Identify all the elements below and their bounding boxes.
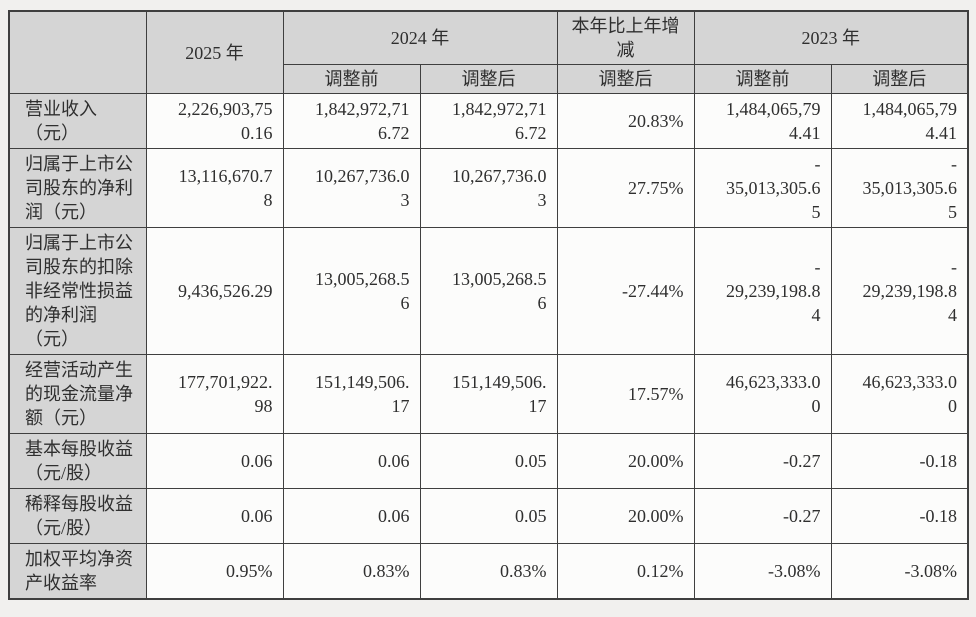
value-change: 20.83% [556, 93, 695, 149]
value-change: 0.12% [556, 543, 695, 600]
value-2024-after: 13,005,268.5 6 [419, 227, 558, 355]
subheader-2023-after: 调整后 [830, 64, 969, 94]
value-2023-before: 1,484,065,79 4.41 [693, 93, 832, 149]
value-2025: 2,226,903,75 0.16 [145, 93, 284, 149]
table-body: 营业收入 （元） 2,226,903,75 0.16 1,842,972,71 6.… [8, 93, 969, 600]
value-2024-after: 0.83% [419, 543, 558, 600]
table-row: 稀释每股收益 （元/股） 0.06 0.06 0.05 20.00% -0.27 -0.18 [8, 488, 969, 544]
row-label: 归属于上市公 司股东的扣除 非经常性损益 的净利润 （元） [8, 227, 147, 355]
value-change: 20.00% [556, 488, 695, 544]
row-label: 经营活动产生 的现金流量净 额（元） [8, 354, 147, 434]
value-2023-after: - 29,239,198.8 4 [830, 227, 969, 355]
header-2025: 2025 年 [145, 10, 284, 94]
value-2024-before: 13,005,268.5 6 [282, 227, 421, 355]
row-label: 归属于上市公 司股东的净利 润（元） [8, 148, 147, 228]
corner-cell [8, 10, 147, 94]
subheader-2024-before: 调整前 [282, 64, 421, 94]
value-2024-before: 0.83% [282, 543, 421, 600]
value-2024-before: 1,842,972,71 6.72 [282, 93, 421, 149]
subheader-change-after: 调整后 [556, 64, 695, 94]
header-row-top: 2025 年 2024 年 本年比上年增 减 2023 年 [8, 10, 969, 94]
value-2023-before: -0.27 [693, 488, 832, 544]
row-label: 加权平均净资 产收益率 [8, 543, 147, 600]
value-2023-before: 46,623,333.0 0 [693, 354, 832, 434]
value-2023-after: -0.18 [830, 488, 969, 544]
subheader-2024-after: 调整后 [419, 64, 558, 94]
value-2024-after: 0.05 [419, 433, 558, 489]
table-row: 归属于上市公 司股东的净利 润（元） 13,116,670.7 8 10,267,7… [8, 148, 969, 228]
table-row: 基本每股收益 （元/股） 0.06 0.06 0.05 20.00% -0.27 -0.18 [8, 433, 969, 489]
value-change: 27.75% [556, 148, 695, 228]
value-2023-before: -0.27 [693, 433, 832, 489]
value-2024-before: 0.06 [282, 488, 421, 544]
value-2025: 0.06 [145, 488, 284, 544]
value-change: -27.44% [556, 227, 695, 355]
value-2024-after: 0.05 [419, 488, 558, 544]
value-2025: 177,701,922. 98 [145, 354, 284, 434]
value-2024-before: 0.06 [282, 433, 421, 489]
value-2025: 0.95% [145, 543, 284, 600]
value-2024-before: 10,267,736.0 3 [282, 148, 421, 228]
table-row: 经营活动产生 的现金流量净 额（元） 177,701,922. 98 151,149… [8, 354, 969, 434]
subheader-2023-before: 调整前 [693, 64, 832, 94]
table-row: 归属于上市公 司股东的扣除 非经常性损益 的净利润 （元） 9,436,526.2… [8, 227, 969, 355]
value-2023-after: - 35,013,305.6 5 [830, 148, 969, 228]
value-2025: 9,436,526.29 [145, 227, 284, 355]
value-2024-after: 151,149,506. 17 [419, 354, 558, 434]
row-label: 基本每股收益 （元/股） [8, 433, 147, 489]
header-row-sub: 调整前 调整后 调整后 调整前 调整后 [9, 64, 969, 94]
value-2023-before: - 35,013,305.6 5 [693, 148, 832, 228]
row-label: 稀释每股收益 （元/股） [8, 488, 147, 544]
value-2023-after: 46,623,333.0 0 [830, 354, 969, 434]
value-2024-after: 1,842,972,71 6.72 [419, 93, 558, 149]
value-2024-before: 151,149,506. 17 [282, 354, 421, 434]
financial-summary-table: 2025 年 2024 年 本年比上年增 减 2023 年 调整前 调整后 调整… [8, 10, 969, 600]
value-2023-after: 1,484,065,79 4.41 [830, 93, 969, 149]
value-2023-before: -3.08% [693, 543, 832, 600]
row-label: 营业收入 （元） [8, 93, 147, 149]
value-2023-after: -0.18 [830, 433, 969, 489]
value-2023-before: - 29,239,198.8 4 [693, 227, 832, 355]
value-2025: 13,116,670.7 8 [145, 148, 284, 228]
value-2024-after: 10,267,736.0 3 [419, 148, 558, 228]
header-change: 本年比上年增 减 [556, 10, 695, 65]
value-2025: 0.06 [145, 433, 284, 489]
table-row: 加权平均净资 产收益率 0.95% 0.83% 0.83% 0.12% -3.08% -3.… [8, 543, 969, 600]
value-2023-after: -3.08% [830, 543, 969, 600]
header-2023: 2023 年 [693, 10, 969, 65]
table-header: 2025 年 2024 年 本年比上年增 减 2023 年 调整前 调整后 调整… [8, 10, 969, 94]
table-row: 营业收入 （元） 2,226,903,75 0.16 1,842,972,71 6.… [8, 93, 969, 149]
value-change: 17.57% [556, 354, 695, 434]
value-change: 20.00% [556, 433, 695, 489]
header-2024: 2024 年 [282, 10, 558, 65]
